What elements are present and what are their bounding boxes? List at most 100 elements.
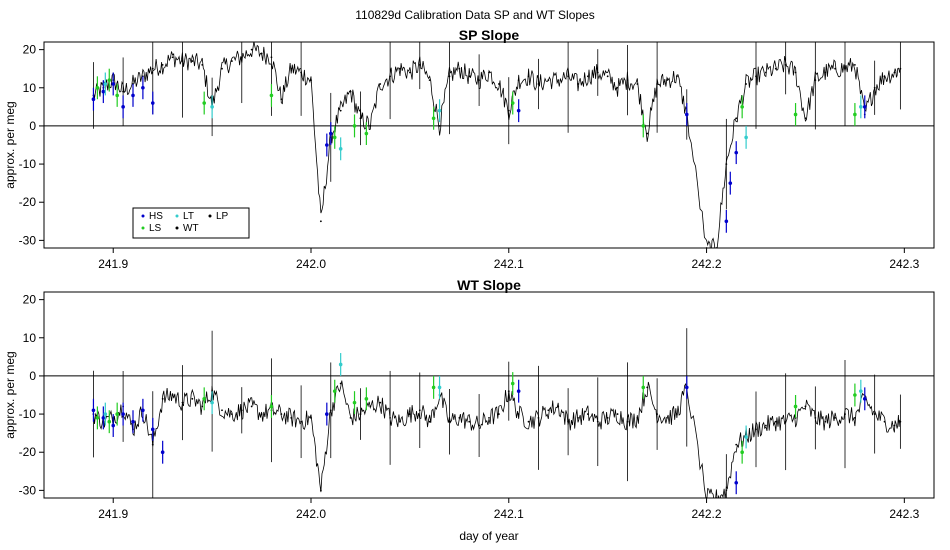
data-point (280, 98, 283, 101)
data-point (557, 405, 560, 408)
data-point (478, 424, 481, 427)
data-point (834, 416, 837, 419)
data-point (859, 389, 863, 393)
y-tick-label: 0 (29, 369, 36, 383)
data-point (290, 67, 293, 70)
data-point (151, 67, 154, 70)
data-point (201, 63, 204, 66)
data-point (121, 105, 125, 109)
data-point (171, 56, 174, 59)
data-point (784, 420, 787, 423)
data-point (319, 489, 322, 492)
data-point (171, 394, 174, 396)
legend-label: LP (216, 211, 229, 222)
data-point (310, 79, 312, 82)
data-point (437, 108, 442, 113)
data-point (824, 420, 827, 423)
y-tick-label: -10 (19, 407, 37, 421)
data-point (547, 409, 550, 412)
data-point (181, 401, 184, 404)
data-point (91, 97, 96, 102)
data-point (389, 416, 392, 419)
data-point (95, 85, 100, 90)
x-tick-label: 242.1 (494, 507, 524, 521)
plot-area (44, 42, 934, 248)
series-hs (91, 375, 867, 495)
data-point (141, 85, 145, 90)
x-tick-label: 242.3 (889, 507, 919, 521)
data-point (537, 416, 540, 419)
data-point (626, 420, 629, 423)
data-point (586, 75, 589, 78)
data-point (91, 408, 96, 413)
data-point (210, 105, 214, 109)
data-point (448, 420, 451, 423)
data-point (122, 90, 125, 93)
legend-label: HS (149, 211, 163, 222)
data-point (636, 83, 639, 85)
data-point (606, 75, 609, 78)
data-point (338, 362, 343, 367)
data-point (300, 420, 303, 423)
data-point (408, 413, 411, 415)
panel-2: WT Slope -30 -20 -10 0 10 20 241.9 242.0 242.1 242… (3, 277, 935, 543)
data-point (507, 109, 510, 112)
data-point (873, 413, 876, 415)
data-point (755, 75, 757, 78)
data-point (804, 405, 807, 408)
series-wt (92, 328, 902, 498)
data-point (656, 413, 659, 415)
x-tick-label: 242.0 (296, 507, 326, 521)
data-point (814, 416, 817, 419)
series-wt (92, 42, 902, 248)
data-point (95, 416, 100, 420)
data-point (675, 75, 678, 78)
data-point (131, 93, 135, 98)
data-point (793, 112, 798, 117)
series-ls (95, 372, 857, 464)
series-lt (103, 72, 863, 161)
panel-1: SP Slope -30 -20 -10 0 10 20 241.9 242.0 242.1 242… (3, 27, 935, 271)
data-point (151, 443, 154, 446)
legend-label: LT (183, 211, 194, 222)
data-point (507, 390, 510, 393)
data-point (468, 420, 471, 423)
data-point (537, 83, 540, 85)
y-tick-label: 10 (23, 331, 37, 345)
data-point (725, 489, 728, 492)
data-point (804, 117, 807, 120)
data-point (577, 416, 579, 419)
data-point (260, 52, 263, 55)
legend-marker (208, 214, 212, 218)
series-ls (95, 68, 857, 149)
data-point (364, 131, 369, 136)
y-tick-label: 20 (23, 43, 37, 57)
data-point (339, 109, 342, 112)
data-point (893, 71, 896, 74)
x-tick-label: 242.3 (889, 257, 919, 271)
panel-title: SP Slope (459, 27, 520, 43)
panel-title: WT Slope (457, 277, 521, 293)
data-point (744, 435, 748, 439)
data-point (488, 416, 490, 419)
y-tick-label: -10 (19, 157, 37, 171)
figure-title: 110829d Calibration Data SP and WT Slope… (355, 8, 595, 22)
data-point (646, 132, 649, 135)
data-point (724, 219, 729, 224)
x-tick-label: 242.0 (296, 257, 326, 271)
data-point (793, 404, 798, 409)
data-point (369, 405, 372, 408)
data-point (844, 413, 846, 415)
data-point (107, 78, 112, 82)
data-point (740, 450, 744, 455)
x-tick-label: 241.9 (98, 257, 128, 271)
data-point (319, 220, 322, 223)
data-point (161, 397, 164, 400)
data-point (834, 67, 837, 70)
data-point (260, 413, 263, 415)
data-point (181, 60, 184, 62)
data-point (408, 71, 411, 74)
legend-label: LS (149, 223, 162, 234)
legend-marker (175, 214, 179, 218)
data-point (458, 67, 461, 70)
